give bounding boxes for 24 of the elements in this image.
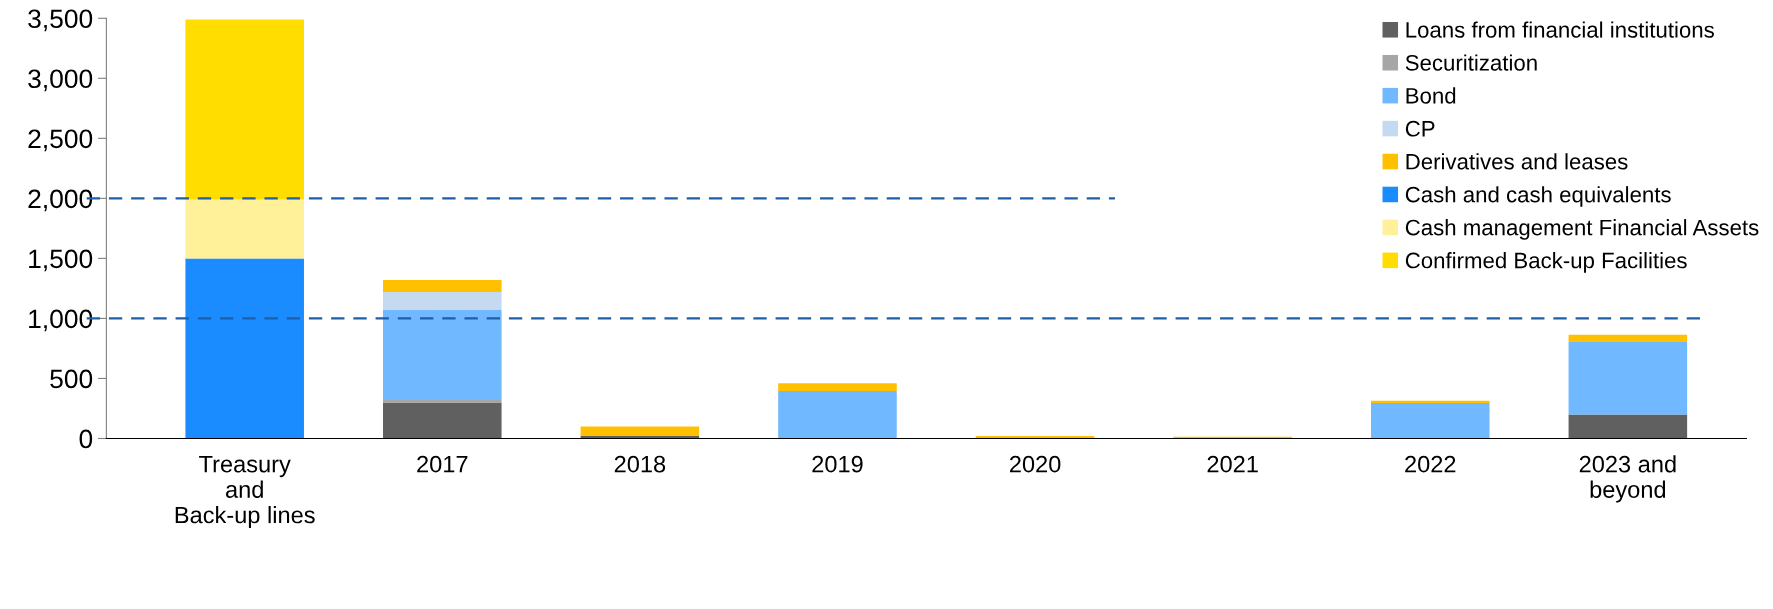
y-tick-label: 2,500 [28, 129, 93, 152]
legend-label: Loans from financial institutions [1406, 21, 1714, 38]
y-tick-label: 3,000 [28, 69, 93, 92]
legend-label: Bond [1406, 87, 1456, 104]
x-tick-label: 2020 [1010, 455, 1061, 473]
y-tick-label: 1,000 [29, 309, 93, 332]
legend-label: CP [1405, 120, 1435, 137]
x-tick-label: 2023 and beyond [1579, 455, 1676, 503]
x-tick-label: Treasury and Back-up lines [175, 456, 315, 529]
y-tick-label: 1,500 [29, 249, 93, 272]
legend-label: Derivatives and leases [1406, 153, 1628, 170]
y-tick-label: 500 [50, 369, 93, 389]
x-tick-label: 2019 [812, 455, 863, 473]
y-tick-label: 3,500 [28, 9, 93, 32]
legend-label: Securitization [1405, 54, 1537, 71]
legend-label: Cash management Financial Assets [1405, 219, 1759, 240]
x-tick-label: 2018 [614, 455, 666, 473]
legend-label: Cash and cash equivalents [1405, 186, 1671, 207]
x-tick-label: 2017 [417, 455, 468, 473]
legend-label: Confirmed Back-up Facilities [1405, 252, 1687, 273]
y-tick-label: 2,000 [28, 189, 93, 212]
x-tick-label: 2022 [1405, 455, 1456, 473]
y-tick-label: 0 [79, 429, 93, 449]
x-tick-label: 2021 [1207, 455, 1258, 473]
